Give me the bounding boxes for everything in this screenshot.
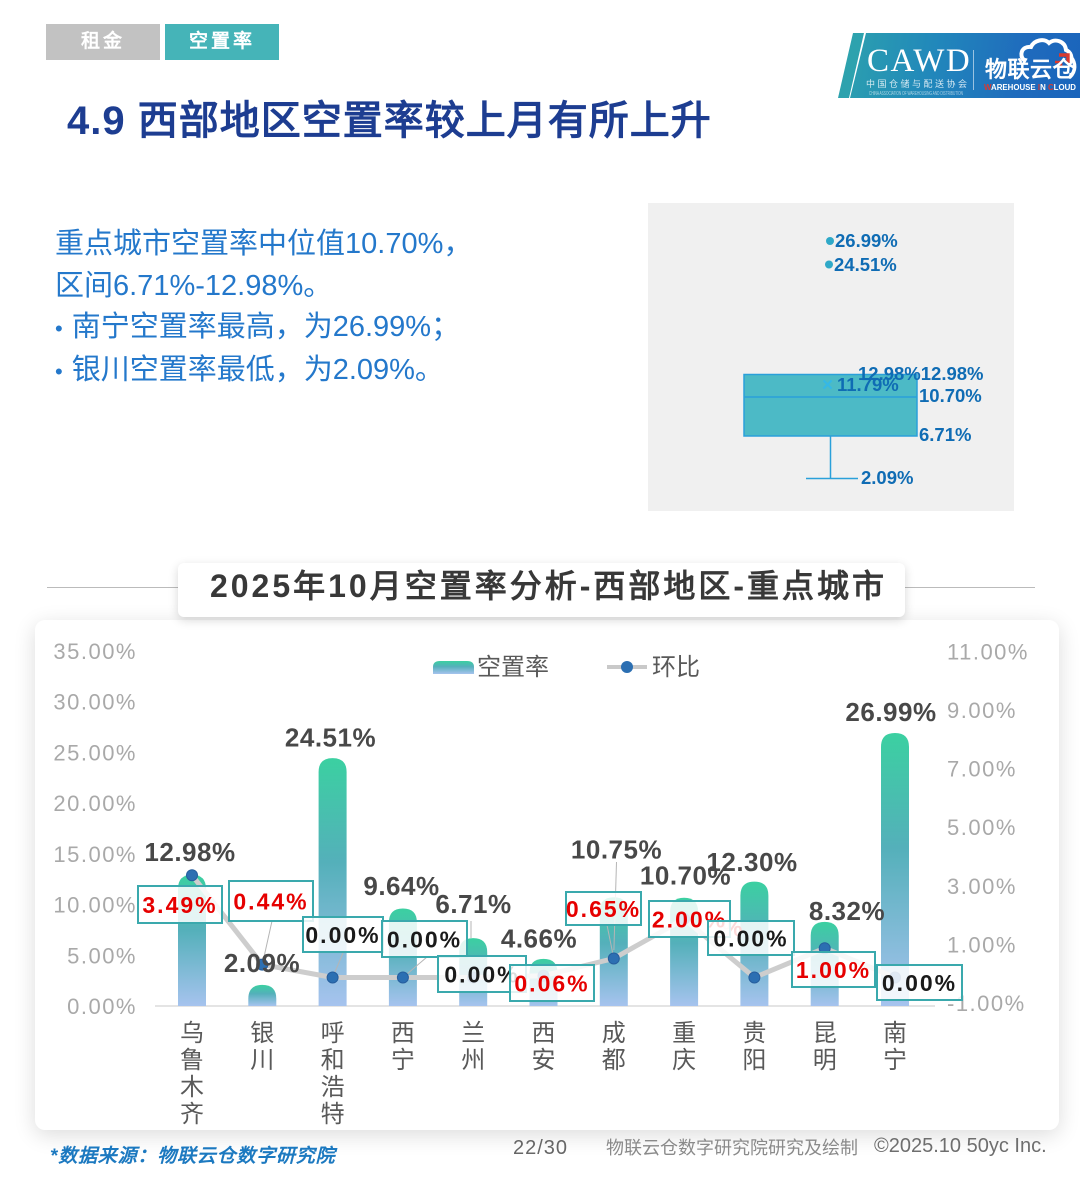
svg-text:0.00%: 0.00% <box>387 927 462 953</box>
svg-text:4.66%: 4.66% <box>501 924 577 954</box>
svg-text:宁: 宁 <box>883 1047 907 1074</box>
svg-text:贵: 贵 <box>742 1020 766 1047</box>
svg-text:环比: 环比 <box>652 654 700 681</box>
svg-text:0.00%: 0.00% <box>713 926 788 952</box>
svg-text:9.00%: 9.00% <box>947 698 1017 723</box>
svg-text:州: 州 <box>461 1047 485 1074</box>
svg-text:成: 成 <box>602 1020 626 1047</box>
svg-text:10.70%: 10.70% <box>640 861 731 891</box>
svg-text:11.00%: 11.00% <box>947 640 1029 665</box>
svg-text:0.00%: 0.00% <box>444 962 519 988</box>
svg-text:阳: 阳 <box>742 1047 766 1074</box>
svg-text:CHINA ASSOCIATION OF WAREHOUSI: CHINA ASSOCIATION OF WAREHOUSING AND DIS… <box>869 91 963 97</box>
svg-text:呼: 呼 <box>321 1020 345 1047</box>
svg-text:25.00%: 25.00% <box>53 740 137 765</box>
svg-text:WAREHOUSE IN CLOUD: WAREHOUSE IN CLOUD <box>984 82 1076 92</box>
svg-text:6.71%: 6.71% <box>435 889 511 919</box>
svg-text:26.99%: 26.99% <box>835 230 898 251</box>
svg-text:乌: 乌 <box>180 1020 204 1047</box>
svg-text:×: × <box>822 375 833 396</box>
svg-text:兰: 兰 <box>461 1020 485 1047</box>
svg-text:12.98%: 12.98% <box>144 837 235 867</box>
svg-text:10.00%: 10.00% <box>53 893 137 918</box>
svg-text:宁: 宁 <box>391 1047 415 1074</box>
svg-text:20.00%: 20.00% <box>53 791 137 816</box>
svg-text:重: 重 <box>672 1020 696 1047</box>
svg-text:7.00%: 7.00% <box>947 757 1017 782</box>
svg-text:昆: 昆 <box>813 1020 837 1047</box>
svg-text:西: 西 <box>532 1020 556 1047</box>
svg-text:26.99%: 26.99% <box>845 697 936 727</box>
svg-text:都: 都 <box>602 1047 626 1074</box>
svg-text:10.75%: 10.75% <box>571 835 662 865</box>
svg-text:西: 西 <box>391 1020 415 1047</box>
svg-text:3.00%: 3.00% <box>947 874 1017 899</box>
svg-text:1.00%: 1.00% <box>947 932 1017 957</box>
svg-text:木: 木 <box>180 1074 204 1101</box>
svg-text:10.70%: 10.70% <box>919 385 982 406</box>
svg-text:2.09%: 2.09% <box>224 948 300 978</box>
svg-text:8.32%: 8.32% <box>809 896 885 926</box>
svg-text:银: 银 <box>250 1020 274 1047</box>
svg-text:9.64%: 9.64% <box>363 871 439 901</box>
svg-text:2.09%: 2.09% <box>861 467 913 488</box>
svg-text:明: 明 <box>813 1047 837 1074</box>
svg-text:安: 安 <box>532 1047 556 1074</box>
svg-text:24.51%: 24.51% <box>285 723 376 753</box>
svg-text:鲁: 鲁 <box>180 1047 204 1074</box>
svg-text:12.30%: 12.30% <box>706 847 797 877</box>
svg-text:3.49%: 3.49% <box>142 892 217 918</box>
svg-text:0.06%: 0.06% <box>514 971 589 997</box>
svg-text:0.44%: 0.44% <box>233 889 308 915</box>
svg-text:15.00%: 15.00% <box>53 842 137 867</box>
svg-text:南: 南 <box>883 1020 907 1047</box>
svg-text:0.00%: 0.00% <box>67 994 137 1019</box>
svg-text:24.51%: 24.51% <box>834 254 897 275</box>
svg-text:齐: 齐 <box>180 1101 204 1128</box>
svg-text:物联云仓: 物联云仓 <box>985 57 1076 82</box>
svg-text:5.00%: 5.00% <box>67 943 137 968</box>
svg-text:空置率: 空置率 <box>477 654 549 681</box>
svg-text:6.71%: 6.71% <box>919 424 971 445</box>
svg-text:30.00%: 30.00% <box>53 690 137 715</box>
svg-text:0.00%: 0.00% <box>305 922 380 948</box>
svg-text:川: 川 <box>250 1047 274 1074</box>
svg-text:1.00%: 1.00% <box>796 957 871 983</box>
svg-text:11.79%: 11.79% <box>837 374 899 395</box>
svg-text:12.98%12.98%: 12.98%12.98% <box>858 363 984 384</box>
svg-text:35.00%: 35.00% <box>53 639 137 664</box>
svg-text:浩: 浩 <box>321 1074 345 1101</box>
svg-text:特: 特 <box>321 1101 345 1128</box>
svg-text:庆: 庆 <box>672 1047 696 1074</box>
svg-text:0.00%: 0.00% <box>882 970 957 996</box>
svg-text:5.00%: 5.00% <box>947 815 1017 840</box>
svg-text:0.65%: 0.65% <box>566 896 641 922</box>
svg-text:和: 和 <box>321 1047 345 1074</box>
